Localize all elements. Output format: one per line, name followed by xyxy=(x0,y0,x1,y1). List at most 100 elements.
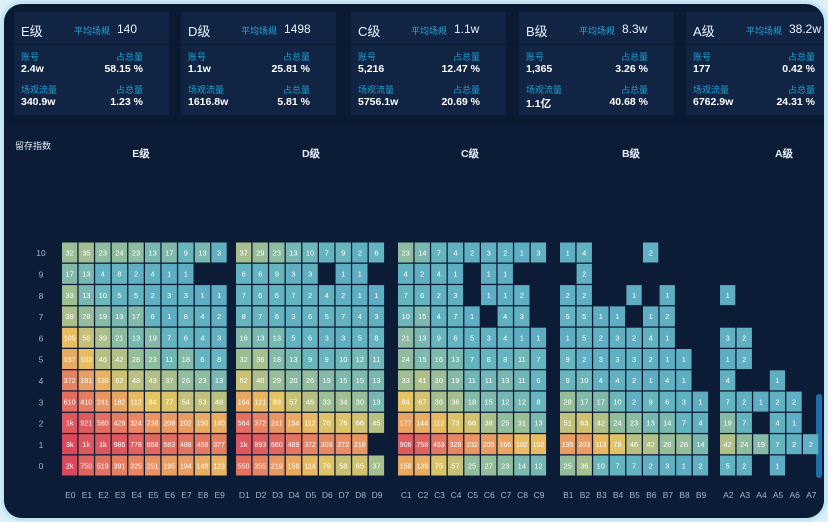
cell-value: 6 xyxy=(258,270,262,279)
x-tick-label: B9 xyxy=(696,490,707,500)
cell-value: 32 xyxy=(239,355,247,364)
heatmap-cell xyxy=(161,412,177,433)
heatmap-cell xyxy=(178,434,194,455)
cell-value: 1 xyxy=(520,248,524,257)
heatmap-cell xyxy=(178,370,194,391)
cell-value: 37 xyxy=(239,248,247,257)
heatmap-cell xyxy=(481,434,497,455)
heatmap-cell xyxy=(530,242,547,263)
heatmap-cell xyxy=(178,391,194,412)
heatmap-cell xyxy=(178,455,194,476)
heatmap-cell xyxy=(398,434,414,455)
heatmap-cell xyxy=(447,391,464,412)
heatmap-cell xyxy=(194,391,211,412)
cell-value: 56 xyxy=(82,334,90,343)
heatmap-cell xyxy=(302,349,318,369)
card-label: 占总量 xyxy=(282,52,310,62)
heatmap-cell xyxy=(593,370,609,391)
heatmap-cell xyxy=(62,306,78,327)
cell-value: 2 xyxy=(341,291,345,300)
card-label: 占总量 xyxy=(115,52,143,62)
cell-value: 7 xyxy=(242,291,246,300)
card-value: 1.1w xyxy=(188,63,211,75)
heatmap-cell xyxy=(736,455,752,476)
cell-value: 4 xyxy=(101,270,105,279)
cell-value: 488 xyxy=(180,442,192,449)
heatmap-cell xyxy=(269,434,285,455)
cell-value: 39 xyxy=(65,312,73,321)
heatmap-cell xyxy=(352,306,368,327)
heatmap-cell xyxy=(530,455,547,476)
cell-value: 7 xyxy=(291,291,295,300)
heatmap-cell xyxy=(161,285,177,306)
heatmap-cell xyxy=(464,391,480,412)
heatmap-cell xyxy=(211,242,227,263)
x-tick-label: A2 xyxy=(723,490,734,500)
cell-value: 2 xyxy=(665,312,669,321)
cell-value: 1 xyxy=(566,248,570,257)
heatmap-cell xyxy=(530,434,547,455)
cell-value: 2 xyxy=(698,461,702,470)
cell-value: 2k xyxy=(66,461,74,470)
heatmap-cell xyxy=(497,327,513,348)
cell-value: 6 xyxy=(275,291,279,300)
heatmap-cell xyxy=(194,242,211,263)
heatmap-cell xyxy=(128,370,144,391)
cell-value: 7 xyxy=(742,419,746,428)
cell-value: 41 xyxy=(418,376,426,385)
cell-value: 1 xyxy=(487,270,491,279)
cell-value: 7 xyxy=(258,312,262,321)
heatmap-cell xyxy=(692,434,709,455)
heatmap-cell xyxy=(720,370,736,391)
cell-value: 14 xyxy=(663,419,671,428)
cell-value: 17 xyxy=(580,397,588,406)
heatmap-cell xyxy=(111,242,128,263)
heatmap-cell xyxy=(514,349,530,369)
cell-value: 6 xyxy=(151,312,155,321)
cell-value: 36 xyxy=(435,397,443,406)
heatmap-cell xyxy=(398,327,414,348)
heatmap-cell xyxy=(62,285,78,306)
cell-value: 84 xyxy=(148,397,156,406)
card-value: 24.31 % xyxy=(776,96,815,108)
cell-value: 4 xyxy=(151,270,155,279)
cell-value: 4 xyxy=(698,419,702,428)
x-tick-label: B2 xyxy=(580,490,591,500)
card-label: 占总量 xyxy=(115,85,143,95)
heatmap-cell xyxy=(252,349,268,369)
heatmap-cell xyxy=(62,434,78,455)
heatmap-cell xyxy=(576,370,592,391)
heatmap-cell xyxy=(431,412,447,433)
cell-value: 660 xyxy=(271,442,283,449)
x-tick-label: B1 xyxy=(563,490,574,500)
cell-value: 29 xyxy=(273,376,281,385)
scrollbar[interactable] xyxy=(816,394,822,478)
heatmap-cell xyxy=(659,349,675,369)
heatmap-cell xyxy=(352,242,368,263)
cell-value: 7 xyxy=(682,419,686,428)
heatmap-cell xyxy=(352,391,368,412)
heatmap-cell xyxy=(161,349,177,369)
heatmap-cell xyxy=(481,455,497,476)
heatmap-cell xyxy=(211,391,227,412)
card-avg-value: 1498 xyxy=(284,22,311,36)
cell-value: 241 xyxy=(97,399,109,406)
heatmap-cell xyxy=(481,327,497,348)
heatmap-cell xyxy=(128,412,144,433)
heatmap-cell xyxy=(236,306,252,327)
cell-value: 33 xyxy=(401,376,409,385)
heatmap-cell xyxy=(302,327,318,348)
cell-value: 10 xyxy=(597,461,605,470)
cell-value: 1 xyxy=(682,376,686,385)
heatmap-cell xyxy=(194,434,211,455)
heatmap-cell xyxy=(95,349,111,369)
y-tick-label: 10 xyxy=(36,248,46,258)
cell-value: 1 xyxy=(615,312,619,321)
card-label: 占总量 xyxy=(620,85,648,95)
cell-value: 78 xyxy=(613,440,621,449)
cell-value: 8 xyxy=(487,355,491,364)
heatmap-cell xyxy=(285,263,302,284)
card-value: 12.47 % xyxy=(441,63,480,75)
cell-value: 4 xyxy=(582,248,586,257)
heatmap-cell xyxy=(736,327,752,348)
